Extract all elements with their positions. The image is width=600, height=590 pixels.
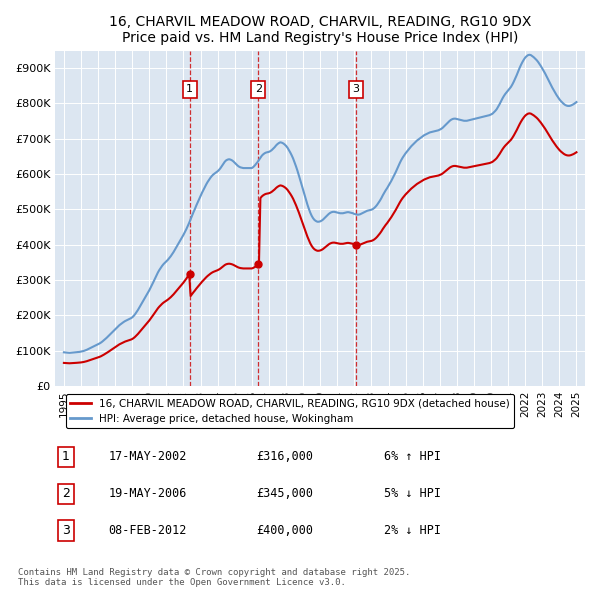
Text: 5% ↓ HPI: 5% ↓ HPI: [384, 487, 441, 500]
Text: 3: 3: [353, 84, 359, 94]
Text: 3: 3: [62, 524, 70, 537]
Text: 2: 2: [255, 84, 262, 94]
Text: 08-FEB-2012: 08-FEB-2012: [109, 524, 187, 537]
Text: 6% ↑ HPI: 6% ↑ HPI: [384, 450, 441, 463]
Text: 19-MAY-2006: 19-MAY-2006: [109, 487, 187, 500]
Text: 2% ↓ HPI: 2% ↓ HPI: [384, 524, 441, 537]
Text: £400,000: £400,000: [257, 524, 314, 537]
Text: 1: 1: [62, 450, 70, 463]
Text: £345,000: £345,000: [257, 487, 314, 500]
Text: 2: 2: [62, 487, 70, 500]
Text: Contains HM Land Registry data © Crown copyright and database right 2025.
This d: Contains HM Land Registry data © Crown c…: [18, 568, 410, 587]
Legend: 16, CHARVIL MEADOW ROAD, CHARVIL, READING, RG10 9DX (detached house), HPI: Avera: 16, CHARVIL MEADOW ROAD, CHARVIL, READIN…: [66, 394, 514, 428]
Text: 17-MAY-2002: 17-MAY-2002: [109, 450, 187, 463]
Title: 16, CHARVIL MEADOW ROAD, CHARVIL, READING, RG10 9DX
Price paid vs. HM Land Regis: 16, CHARVIL MEADOW ROAD, CHARVIL, READIN…: [109, 15, 532, 45]
Text: 1: 1: [187, 84, 193, 94]
Text: £316,000: £316,000: [257, 450, 314, 463]
